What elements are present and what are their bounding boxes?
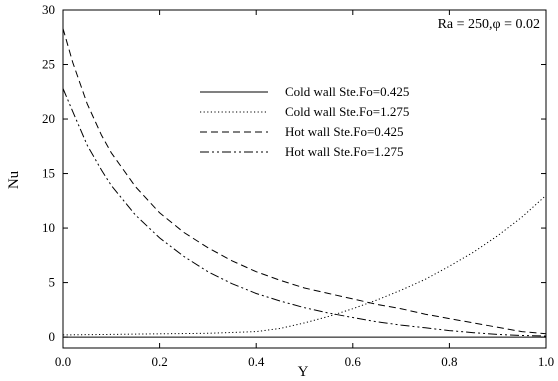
y-axis-ticks: 0 5 10 15 20 25 30	[42, 2, 546, 344]
y-tick-label: 20	[42, 111, 55, 126]
y-tick-label: 30	[42, 2, 55, 17]
legend-label-4: Hot wall Ste.Fo=1.275	[285, 144, 404, 159]
legend-label-1: Cold wall Ste.Fo=0.425	[285, 84, 409, 99]
series-layer	[62, 28, 547, 338]
x-tick-label: 0.6	[345, 354, 362, 369]
y-axis-label: Nu	[6, 170, 22, 189]
legend-label-2: Cold wall Ste.Fo=1.275	[285, 104, 409, 119]
x-tick-label: 0.2	[151, 354, 167, 369]
y-tick-label: 25	[42, 57, 55, 72]
x-tick-label: 1.0	[538, 354, 554, 369]
y-tick-label: 5	[49, 275, 56, 290]
plot-frame	[62, 9, 547, 349]
series-line-2	[62, 195, 547, 336]
legend: Cold wall Ste.Fo=0.425 Cold wall Ste.Fo=1…	[200, 84, 409, 159]
y-tick-label: 15	[42, 166, 55, 181]
legend-label-3: Hot wall Ste.Fo=0.425	[285, 124, 404, 139]
x-tick-label: 0.4	[248, 354, 265, 369]
x-axis-label: Y	[298, 364, 309, 380]
y-tick-label: 0	[49, 329, 56, 344]
x-tick-label: 0.8	[441, 354, 457, 369]
x-axis-ticks: 0.0 0.2 0.4 0.6 0.8 1.0	[55, 10, 554, 369]
series-line-4	[62, 88, 547, 337]
chart-annotation: Ra = 250,φ = 0.02	[438, 17, 540, 32]
x-tick-label: 0.0	[55, 354, 71, 369]
series-line-3	[62, 28, 547, 335]
y-tick-label: 10	[42, 220, 55, 235]
